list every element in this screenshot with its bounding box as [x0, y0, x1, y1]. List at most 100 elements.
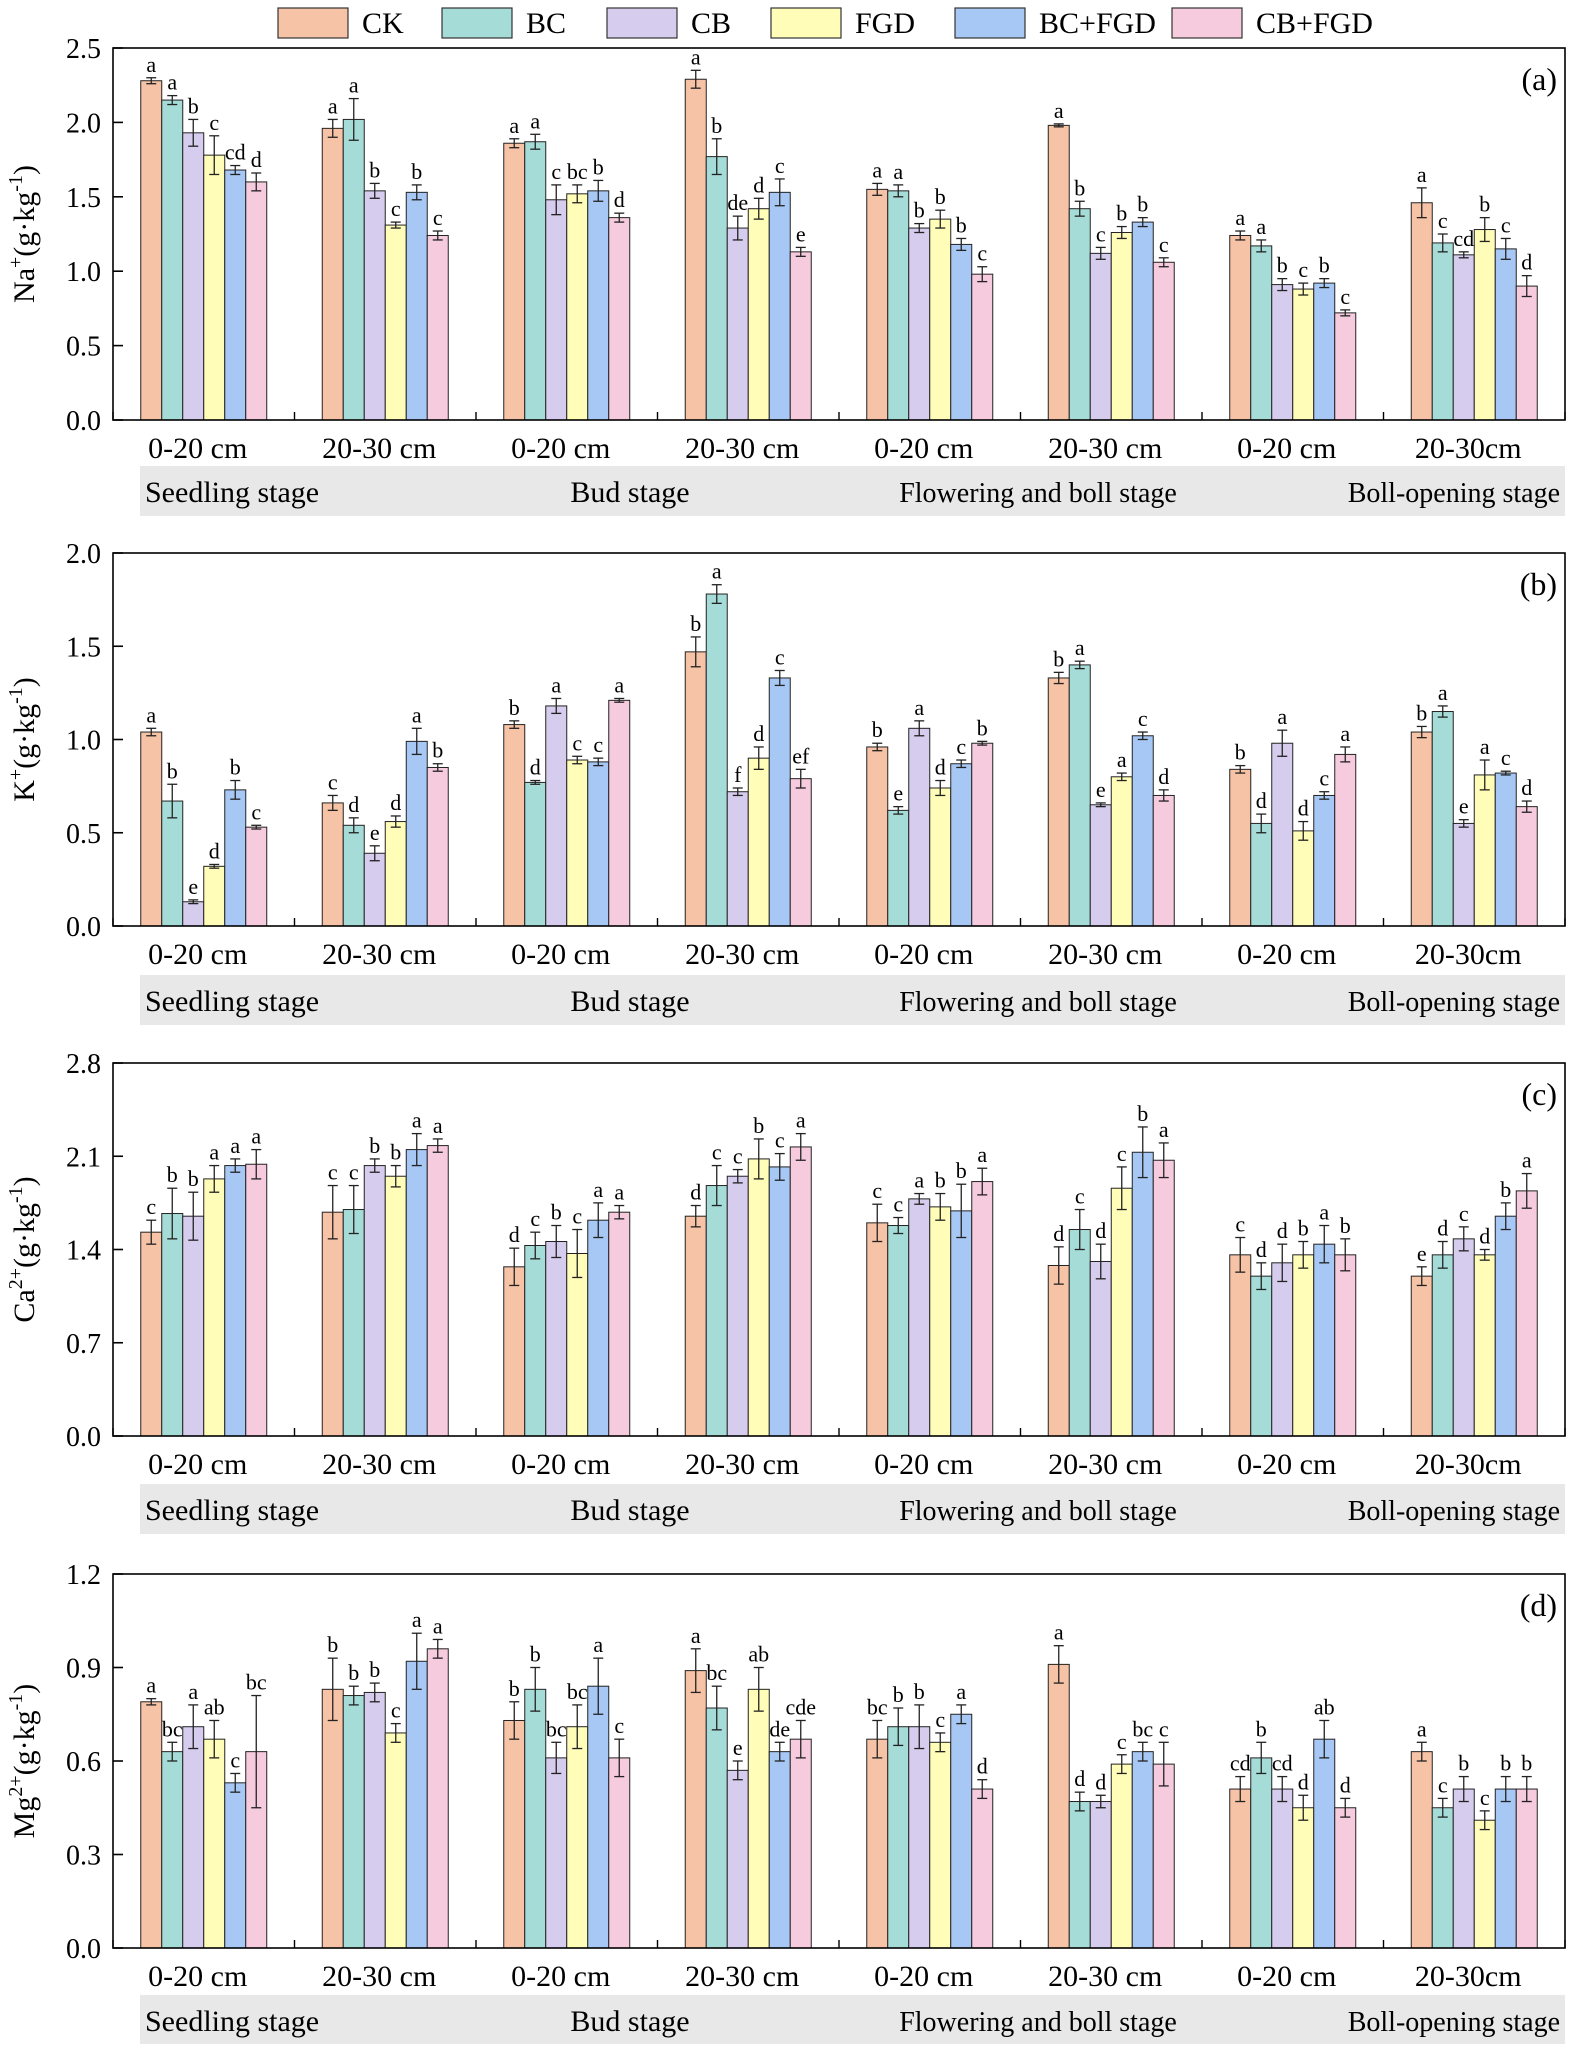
- error-bar: [690, 1204, 701, 1228]
- error-bar: [1500, 237, 1511, 260]
- significance-letter: c: [530, 1206, 540, 1231]
- error-bar: [1416, 1741, 1427, 1762]
- bar: [566, 1726, 589, 1949]
- bar: [203, 1178, 226, 1437]
- error-bar: [1074, 1791, 1085, 1812]
- error-bar: [1458, 1775, 1469, 1803]
- error-bar: [230, 779, 241, 800]
- legend-item-ck: CK: [277, 7, 404, 40]
- significance-letter: c: [1117, 1141, 1127, 1166]
- error-bar: [1137, 1126, 1148, 1179]
- bar: [705, 1185, 728, 1437]
- significance-letter: b: [369, 1657, 380, 1682]
- significance-letter: d: [935, 755, 946, 780]
- error-bar: [977, 266, 988, 283]
- error-bar: [209, 135, 220, 176]
- error-bar: [146, 727, 157, 737]
- significance-letter: e: [1417, 1241, 1427, 1266]
- depth-label: 0-20 cm: [874, 938, 973, 971]
- bar: [161, 99, 184, 421]
- bar: [950, 763, 973, 927]
- significance-letter: d: [1298, 1769, 1309, 1794]
- bar: [929, 218, 952, 421]
- significance-letter: b: [711, 113, 722, 138]
- error-bar: [774, 669, 785, 687]
- error-bar: [893, 805, 904, 815]
- significance-letter: c: [328, 1160, 338, 1185]
- error-bar: [530, 1666, 541, 1712]
- bar: [1089, 1260, 1112, 1437]
- significance-letter: d: [251, 147, 262, 172]
- significance-letter: ab: [204, 1694, 225, 1719]
- panel-label: (a): [1521, 61, 1557, 97]
- error-bar: [327, 1657, 338, 1722]
- significance-letter: a: [328, 93, 338, 118]
- legend-label: FGD: [855, 7, 915, 40]
- error-bar: [711, 1685, 722, 1731]
- error-bar: [795, 768, 806, 789]
- bar: [161, 800, 184, 927]
- bar: [1515, 285, 1538, 421]
- error-bar: [1521, 800, 1532, 813]
- bar: [971, 742, 994, 927]
- bar: [929, 787, 952, 927]
- bar: [1431, 242, 1454, 421]
- error-bar: [1340, 1797, 1351, 1818]
- significance-letter: b: [1137, 1101, 1148, 1126]
- stage-band: [140, 975, 1565, 1025]
- error-bar: [614, 697, 625, 703]
- error-bar: [1137, 731, 1148, 741]
- legend-label: BC: [526, 7, 566, 40]
- bar: [908, 1726, 931, 1949]
- error-bar: [753, 1666, 764, 1712]
- significance-letter: e: [1096, 777, 1106, 802]
- bar: [545, 705, 568, 927]
- significance-letter: d: [753, 172, 764, 197]
- y-tick-label: 0.6: [66, 1747, 101, 1778]
- depth-label: 20-30cm: [1415, 1960, 1522, 1993]
- error-bar: [551, 1224, 562, 1259]
- significance-letter: a: [1522, 1148, 1532, 1173]
- bar: [866, 1222, 889, 1437]
- significance-letter: b: [914, 198, 925, 223]
- error-bar: [1298, 1240, 1309, 1269]
- significance-letter: a: [796, 1108, 806, 1133]
- error-bar: [977, 1779, 988, 1800]
- error-bar: [1500, 1202, 1511, 1231]
- bar: [182, 1215, 205, 1437]
- significance-letter: b: [935, 184, 946, 209]
- significance-letter: a: [1159, 1117, 1169, 1142]
- significance-letter: b: [1256, 1716, 1267, 1741]
- error-bar: [509, 1247, 520, 1287]
- error-bar: [1298, 1794, 1309, 1821]
- bar: [1452, 254, 1475, 421]
- significance-letter: c: [1480, 1785, 1490, 1810]
- significance-letter: d: [1298, 796, 1309, 821]
- error-bar: [614, 1204, 625, 1220]
- significance-letter: c: [1138, 706, 1148, 731]
- significance-letter: d: [1158, 764, 1169, 789]
- error-bar: [432, 230, 443, 241]
- significance-letter: a: [1417, 162, 1427, 187]
- error-bar: [1416, 187, 1427, 219]
- error-bar: [732, 1760, 743, 1781]
- significance-letter: c: [1159, 1716, 1169, 1741]
- significance-letter: a: [251, 1124, 261, 1149]
- depth-label: 20-30 cm: [685, 1448, 799, 1481]
- significance-letter: cd: [1272, 1751, 1293, 1776]
- significance-letter: a: [1277, 704, 1287, 729]
- significance-letter: c: [712, 1140, 722, 1165]
- significance-letter: e: [796, 221, 806, 246]
- significance-letter: b: [1319, 253, 1330, 278]
- bar: [1410, 1275, 1433, 1437]
- bar: [684, 651, 707, 927]
- error-bar: [893, 1707, 904, 1747]
- error-bar: [977, 1167, 988, 1196]
- y-tick-label: 2.5: [66, 34, 101, 65]
- error-bar: [1158, 789, 1169, 802]
- error-bar: [1521, 1775, 1532, 1803]
- stage-label: Bud stage: [570, 476, 689, 509]
- legend-swatch: [277, 7, 349, 39]
- significance-letter: a: [509, 113, 519, 138]
